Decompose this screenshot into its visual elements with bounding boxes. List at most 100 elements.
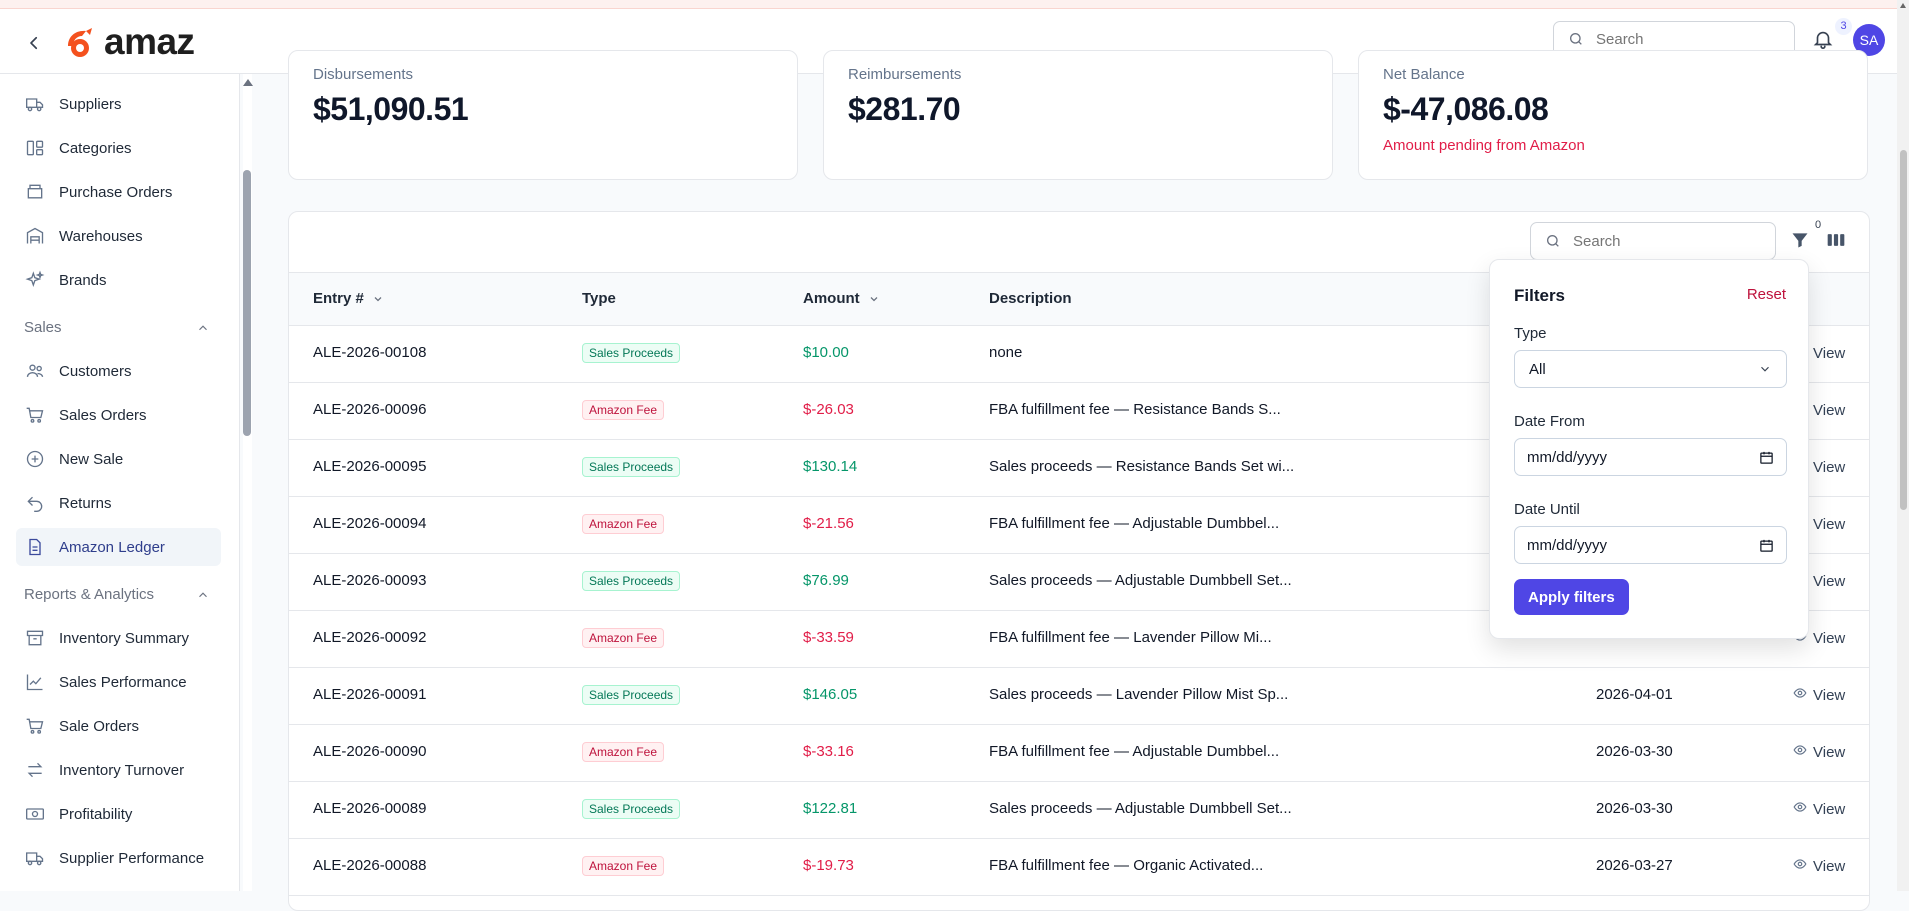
sidebar-item-suppliers[interactable]: Suppliers: [16, 85, 221, 123]
table-row: ALE-2026-00088 Amazon Fee $-19.73 FBA fulfi…: [289, 838, 1869, 896]
view-button[interactable]: View: [1793, 686, 1845, 704]
view-label: View: [1813, 743, 1846, 761]
date-until-input[interactable]: mm/dd/yyyy: [1514, 526, 1787, 564]
summary-card-disbursements: Disbursements $51,090.51: [288, 50, 798, 180]
chevron-up-icon: [199, 591, 207, 597]
table-row: ALE-2026-00090 Amazon Fee $-33.16 FBA fulfi…: [289, 724, 1869, 782]
column-header-entry[interactable]: Entry #: [313, 290, 384, 307]
type-badge: Sales Proceeds: [582, 685, 681, 705]
sidebar-scrollbar[interactable]: [243, 74, 253, 891]
eye-icon: [1793, 800, 1807, 818]
view-button[interactable]: View: [1793, 800, 1845, 818]
description-text: FBA fulfillment fee — Lavender Pillow Mi…: [989, 629, 1272, 646]
sidebar-item-returns[interactable]: Returns: [16, 484, 221, 522]
amount-value: $-26.03: [803, 401, 854, 418]
table-search[interactable]: [1530, 222, 1776, 260]
filters-title: Filters: [1514, 286, 1566, 305]
card-note: Amount pending from Amazon: [1383, 137, 1585, 154]
sidebar-scrollbar-thumb[interactable]: [243, 170, 251, 436]
entry-number: ALE-2026-00091: [313, 686, 427, 703]
sidebar-item-sales-performance[interactable]: Sales Performance: [16, 663, 221, 701]
description-text: Sales proceeds — Adjustable Dumbbell Set…: [989, 572, 1292, 589]
view-label: View: [1813, 515, 1846, 533]
arrows-icon: [24, 759, 46, 781]
header-search-input[interactable]: [1594, 29, 1748, 49]
date-from-input[interactable]: mm/dd/yyyy: [1514, 438, 1787, 476]
back-button[interactable]: [20, 29, 48, 57]
scroll-up-arrow[interactable]: [1900, 3, 1906, 8]
date-text: 2026-04-01: [1596, 686, 1673, 703]
chevron-down-icon: [1761, 366, 1769, 372]
cart-icon: [24, 715, 46, 737]
page-scrollbar[interactable]: [1897, 0, 1909, 891]
return-icon: [24, 492, 46, 514]
card-value: $281.70: [848, 91, 961, 127]
sidebar-item-label: Customers: [59, 362, 132, 380]
filter-count-badge: 0: [1815, 219, 1822, 231]
filter-icon[interactable]: [1790, 230, 1810, 250]
categories-icon: [24, 137, 46, 159]
type-badge: Amazon Fee: [582, 628, 665, 648]
calendar-icon: [1760, 451, 1773, 464]
sidebar-item-customers[interactable]: Customers: [16, 352, 221, 390]
sidebar-section-reports[interactable]: Reports & Analytics: [24, 586, 210, 603]
page-scrollbar-thumb[interactable]: [1900, 150, 1907, 510]
sidebar-item-inventory-summary[interactable]: Inventory Summary: [16, 619, 221, 657]
sidebar-scroll-up[interactable]: [243, 79, 253, 86]
sidebar-item-label: Returns: [59, 494, 112, 512]
sidebar-item-amazon-ledger[interactable]: Amazon Ledger: [16, 528, 221, 566]
sidebar-section-sales[interactable]: Sales: [24, 319, 210, 336]
view-label: View: [1813, 401, 1846, 419]
table-row: ALE-2026-00096 Amazon Fee $-26.03 FBA fulfi…: [289, 382, 1869, 440]
chevron-left-icon: [30, 36, 38, 50]
sidebar-item-label: Sale Orders: [59, 717, 140, 735]
table-row: ALE-2026-00091 Sales Proceeds $146.05 Sales…: [289, 667, 1869, 725]
sidebar-item-sales-orders[interactable]: Sales Orders: [16, 396, 221, 434]
sparkles-icon: [24, 269, 46, 291]
sidebar: Suppliers Categories Purchase Orders War…: [0, 74, 240, 891]
description-text: FBA fulfillment fee — Resistance Bands S…: [989, 401, 1281, 418]
card-label: Net Balance: [1383, 66, 1465, 83]
sidebar-item-warehouses[interactable]: Warehouses: [16, 217, 221, 255]
sidebar-item-categories[interactable]: Categories: [16, 129, 221, 167]
filters-popover: Filters Reset Type All Date From mm/dd/y…: [1489, 259, 1809, 639]
type-badge: Amazon Fee: [582, 742, 665, 762]
sidebar-item-profitability[interactable]: Profitability: [16, 795, 221, 833]
column-header-label: Description: [989, 290, 1072, 307]
notifications-button[interactable]: [1812, 28, 1836, 52]
type-badge: Sales Proceeds: [582, 571, 681, 591]
sidebar-item-label: Warehouses: [59, 227, 143, 245]
sidebar-item-label: Categories: [59, 139, 132, 157]
view-button[interactable]: View: [1793, 743, 1845, 761]
sidebar-item-new-sale[interactable]: New Sale: [16, 440, 221, 478]
sidebar-item-label: Inventory Turnover: [59, 761, 185, 779]
sidebar-item-purchase-orders[interactable]: Purchase Orders: [16, 173, 221, 211]
sidebar-item-inventory-turnover[interactable]: Inventory Turnover: [16, 751, 221, 789]
columns-icon[interactable]: [1826, 230, 1846, 250]
sidebar-item-label: Supplier Performance: [59, 849, 205, 867]
view-button[interactable]: View: [1793, 857, 1845, 875]
amount-value: $122.81: [803, 800, 858, 817]
date-text: 2026-03-30: [1596, 743, 1673, 760]
sidebar-item-sale-orders[interactable]: Sale Orders: [16, 707, 221, 745]
column-header-label: Amount: [803, 290, 860, 307]
type-select[interactable]: All: [1514, 350, 1787, 388]
cash-icon: [24, 803, 46, 825]
sidebar-item-label: Amazon Ledger: [59, 538, 165, 556]
warehouse-icon: [24, 225, 46, 247]
table-row: ALE-2026-00108 Sales Proceeds $10.00 none Vi…: [289, 325, 1869, 383]
column-header-amount[interactable]: Amount: [803, 290, 880, 307]
document-icon: [24, 536, 46, 558]
sidebar-item-label: Suppliers: [59, 95, 122, 113]
amount-value: $76.99: [803, 572, 849, 589]
sidebar-item-supplier-performance[interactable]: Supplier Performance: [16, 839, 221, 877]
apply-filters-button[interactable]: Apply filters: [1514, 579, 1629, 615]
card-value: $51,090.51: [313, 91, 469, 127]
filters-reset-button[interactable]: Reset: [1746, 286, 1786, 303]
card-value: $-47,086.08: [1383, 91, 1549, 127]
table-search-input[interactable]: [1571, 231, 1725, 251]
sidebar-item-brands[interactable]: Brands: [16, 261, 221, 299]
app-logo[interactable]: amaz: [62, 21, 195, 63]
summary-card-net-balance: Net Balance $-47,086.08 Amount pending f…: [1358, 50, 1868, 180]
calendar-icon: [1760, 539, 1773, 552]
